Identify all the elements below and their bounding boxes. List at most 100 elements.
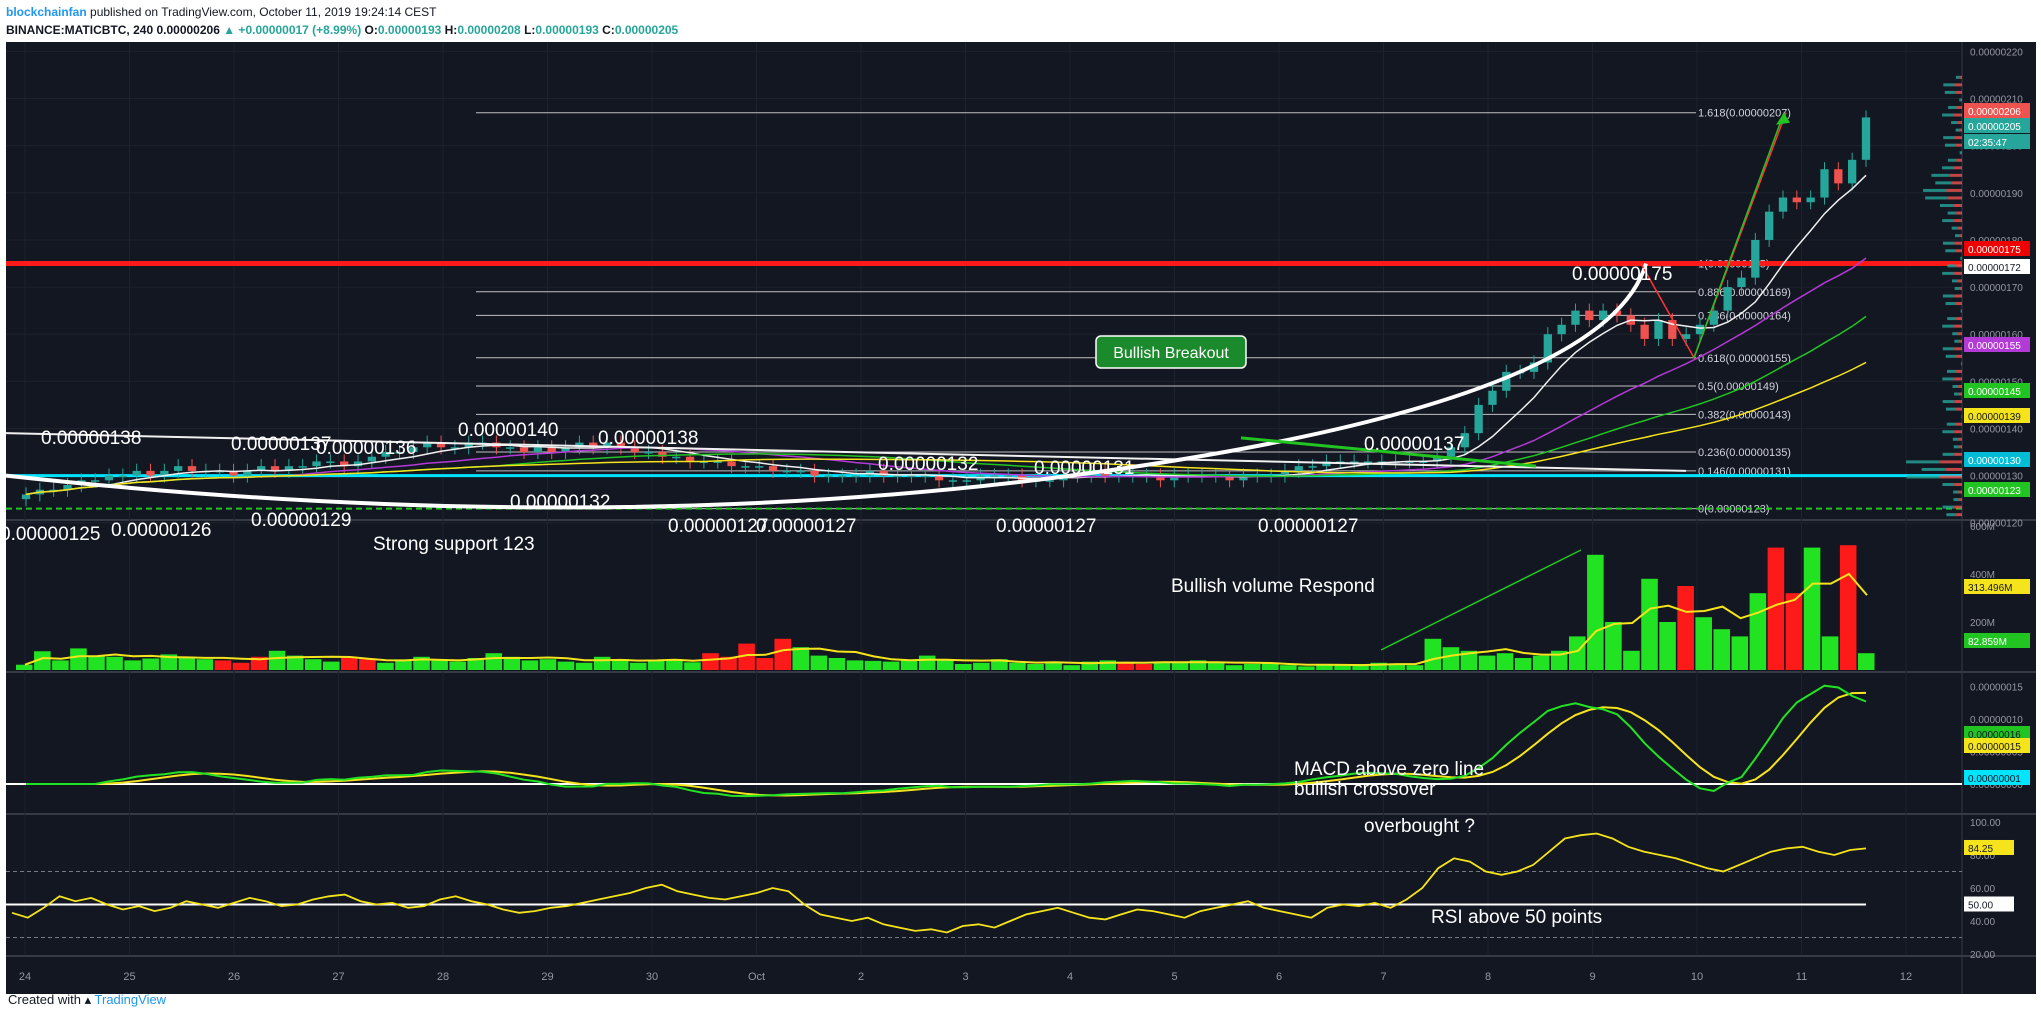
macd-tick-label: 0.00000010	[1970, 715, 2023, 726]
bullish-breakout-box	[1095, 335, 1247, 369]
price-tick-label: 0.00000160	[1970, 330, 2023, 341]
candle	[229, 470, 238, 476]
volume-profile-bar	[1925, 196, 1948, 200]
volume-bar	[882, 661, 900, 670]
volume-profile-bar	[1954, 347, 1962, 351]
volume-profile-bar	[1954, 339, 1959, 343]
volume-bar	[1262, 662, 1279, 670]
time-tick-label: 4	[1067, 971, 1073, 983]
volume-profile-bar	[1942, 430, 1955, 434]
volume-bar	[792, 647, 810, 670]
candle	[741, 466, 750, 468]
volume-profile-bar	[1953, 490, 1959, 494]
volume-profile-bar	[1955, 302, 1962, 306]
volume-bar	[1334, 664, 1351, 670]
volume-bar	[196, 659, 214, 670]
price-annotation: 0.00000126	[111, 520, 211, 541]
candle	[1834, 169, 1843, 184]
candle	[243, 470, 252, 476]
volume-bar	[1027, 664, 1044, 670]
price-scale-badge	[1964, 259, 2030, 274]
volume-profile-bar	[1935, 181, 1952, 185]
time-tick-label: 28	[437, 971, 449, 983]
volume-bar	[1280, 665, 1297, 670]
volume-profile-bar	[1958, 490, 1962, 494]
volume-profile-bar	[1952, 384, 1959, 388]
price-scale-badge	[1964, 103, 2030, 118]
volume-profile-bar	[1956, 105, 1962, 109]
volume-profile-bar	[1956, 211, 1962, 215]
chart-area[interactable]: 0.000002200.000002100.000002000.00000190…	[6, 42, 2036, 994]
volume-bar	[1767, 547, 1785, 670]
tradingview-link[interactable]: TradingView	[94, 992, 167, 1007]
candle	[367, 456, 377, 462]
volume-bar	[756, 658, 773, 670]
fib-level-label: 0.786(0.00000164)	[1698, 310, 1791, 322]
candle	[1751, 239, 1760, 278]
candle	[464, 442, 473, 448]
volume-bar	[1605, 622, 1622, 670]
low-value: 0.00000193	[535, 23, 599, 37]
time-tick-label: 3	[962, 971, 968, 983]
price-tick-label: 0.00000140	[1970, 424, 2023, 435]
volume-bar	[1478, 655, 1496, 670]
candle	[1723, 287, 1732, 311]
price-scale-badge-text: 0.00000175	[1968, 245, 2021, 256]
macd-badge-text: 0.00000016	[1968, 730, 2021, 741]
volume-profile-bar	[1939, 204, 1954, 208]
volume-profile-bar	[1906, 460, 1940, 464]
candle	[879, 470, 888, 476]
candle	[450, 447, 460, 449]
candle	[934, 475, 944, 481]
close-value: 0.00000205	[614, 23, 679, 37]
high-value: 0.00000208	[457, 23, 521, 37]
volume-profile-bar	[1958, 445, 1962, 449]
volume-bar	[738, 643, 755, 670]
volume-bar	[593, 656, 611, 670]
volume-bar	[1496, 653, 1514, 670]
volume-profile-bar	[1958, 339, 1962, 343]
price-annotation: Strong support 123	[373, 534, 535, 555]
price-scale-badge-text: 0.00000155	[1968, 341, 2021, 352]
price-scale-badge-text: 0.00000172	[1968, 263, 2021, 274]
price-annotation: 0.00000136	[316, 438, 416, 459]
chart-canvas[interactable]: 0.000002200.000002100.000002000.00000190…	[6, 42, 2036, 994]
time-tick-label: 11	[1796, 971, 1807, 983]
candle	[1363, 461, 1373, 463]
volume-bar	[70, 648, 87, 670]
volume-profile-bar	[1954, 400, 1962, 404]
volume-bar	[720, 656, 737, 670]
volume-badge-text: 82.859M	[1968, 637, 2007, 648]
high-label: H:	[444, 23, 458, 37]
volume-profile-bar	[1954, 392, 1959, 396]
volume-profile-bar	[1958, 437, 1962, 441]
candle	[132, 470, 141, 476]
candle	[1806, 197, 1815, 203]
candle	[824, 475, 833, 478]
volume-profile-bar	[1923, 188, 1947, 192]
price-tick-label: 0.00000190	[1970, 189, 2023, 200]
volume-bar	[1677, 586, 1694, 670]
volume-bar	[702, 653, 719, 670]
volume-bar	[1135, 664, 1153, 670]
volume-profile-bar	[1954, 286, 1960, 290]
macd-line	[26, 684, 1867, 798]
volume-bar	[431, 660, 448, 670]
volume-bar	[286, 655, 304, 670]
time-tick-label: 9	[1589, 971, 1595, 983]
volume-profile-bar	[1946, 369, 1956, 373]
macd-badge-text: 0.00000001	[1968, 774, 2021, 785]
macd-badge	[1964, 738, 2030, 753]
author-link[interactable]: blockchainfan	[6, 5, 87, 19]
volume-bar	[503, 656, 521, 670]
volume-bar	[1695, 617, 1712, 670]
candle	[284, 466, 294, 471]
volume-bar	[1839, 545, 1857, 670]
time-tick-label: 8	[1485, 971, 1491, 983]
volume-bar	[1352, 664, 1369, 670]
volume-profile-bar	[1947, 264, 1957, 268]
chart-header: blockchainfan published on TradingView.c…	[6, 2, 2036, 42]
volume-profile-bar	[1939, 460, 1962, 464]
volume-bar	[341, 658, 358, 670]
candle	[312, 461, 321, 467]
